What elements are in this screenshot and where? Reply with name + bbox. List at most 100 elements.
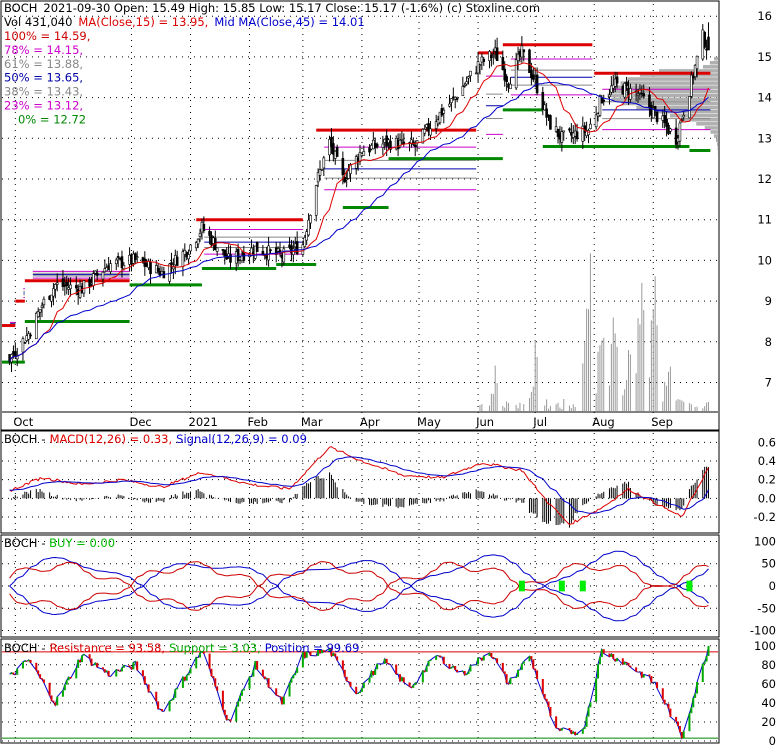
- y-tick-label: 14: [757, 91, 772, 105]
- x-tick-label: Jul: [532, 415, 547, 429]
- buy-ticker: BOCH: [4, 536, 37, 550]
- candle-body: [188, 255, 190, 259]
- y-tick-label: 9: [765, 294, 772, 308]
- buy-signal-marker: [559, 581, 565, 592]
- candle-body: [549, 115, 551, 129]
- candle-body: [75, 285, 77, 288]
- candle-body: [39, 310, 41, 313]
- candle-body: [22, 339, 24, 352]
- y-tick-label: -50: [757, 601, 776, 615]
- y-tick-label: 0: [769, 579, 776, 593]
- candle-body: [203, 224, 205, 230]
- candle-body: [216, 248, 218, 252]
- candle-body: [376, 144, 378, 147]
- candle-body: [561, 132, 563, 143]
- candle-body: [52, 289, 54, 297]
- fib-level-label: 100% = 14.59,: [4, 29, 90, 43]
- position-label: Position = 99.69: [265, 641, 360, 655]
- y-tick-label: 16: [757, 9, 772, 23]
- candle-body: [626, 82, 628, 86]
- fib-level-label: 0% = 12.72: [18, 112, 86, 126]
- candle-body: [296, 241, 298, 254]
- candle-body: [643, 94, 645, 97]
- x-tick-label: Aug: [592, 415, 614, 429]
- candle-body: [506, 76, 508, 81]
- candle-body: [469, 71, 471, 76]
- candle-body: [123, 265, 125, 269]
- x-tick-label: Apr: [360, 415, 380, 429]
- ma15-label: MA(Close,15) = 13.95,: [78, 15, 208, 29]
- candle-body: [669, 129, 671, 131]
- candle-body: [696, 56, 698, 69]
- candle-body: [197, 239, 199, 244]
- buy-signal-marker: [580, 581, 586, 592]
- candle-body: [363, 151, 365, 155]
- y-tick-label: 80: [761, 658, 776, 672]
- candle-body: [342, 158, 344, 175]
- candle-body: [150, 262, 152, 274]
- candle-body: [115, 260, 117, 264]
- candle-body: [528, 50, 530, 73]
- fib-level-label: 38% = 13.43,: [4, 85, 83, 99]
- candle-body: [468, 77, 470, 79]
- candle-body: [608, 95, 610, 97]
- volume-profile-bar: [628, 77, 718, 81]
- candle-body: [96, 273, 98, 275]
- candle-body: [616, 77, 618, 83]
- x-tick-label: Jun: [475, 415, 494, 429]
- macd-dash: -: [41, 432, 45, 446]
- candle-body: [679, 123, 681, 141]
- volume-profile-bar: [620, 81, 718, 85]
- candle-body: [707, 37, 709, 50]
- x-tick-label: May: [417, 415, 441, 429]
- y-tick-label: -100: [750, 624, 776, 638]
- candle-body: [268, 246, 270, 260]
- candle-body: [102, 272, 104, 279]
- candle-body: [637, 94, 639, 95]
- fib-level-label: 61% = 13.88,: [4, 57, 83, 71]
- candle-body: [492, 55, 494, 56]
- y-tick-label: 0.0: [758, 491, 776, 505]
- candle-body: [170, 263, 172, 265]
- candle-body: [270, 250, 272, 251]
- y-tick-label: 7: [765, 376, 772, 390]
- x-tick-label: 2021: [189, 415, 218, 429]
- macd-header: BOCH-MACD(12,26) = 0.33,Signal(12,26,9) …: [4, 432, 307, 446]
- y-tick-label: 0: [769, 734, 776, 745]
- y-tick-label: 8: [765, 335, 772, 349]
- rsp-dash: -: [41, 641, 45, 655]
- candle-body: [110, 264, 112, 272]
- buy-header: BOCH-BUY = 0.00: [4, 536, 115, 550]
- candle-body: [209, 231, 211, 235]
- candle-body: [315, 186, 317, 216]
- y-tick-label: 100: [754, 639, 776, 653]
- candle-body: [483, 59, 485, 61]
- candle-body: [496, 48, 498, 61]
- candle-body: [477, 62, 479, 73]
- candle-body: [589, 124, 591, 129]
- candle-body: [336, 147, 338, 156]
- y-tick-label: 15: [757, 50, 772, 64]
- candle-body: [656, 112, 658, 122]
- candle-body: [136, 257, 138, 258]
- candle-body: [443, 110, 445, 113]
- x-tick-label: Feb: [248, 415, 268, 429]
- buy-signal-marker: [519, 581, 525, 592]
- macd-label: MACD(12,26) = 0.33,: [50, 432, 173, 446]
- y-tick-label: 11: [757, 213, 772, 227]
- x-tick-label: Dec: [129, 415, 151, 429]
- candle-body: [321, 169, 323, 170]
- candle-body: [429, 129, 431, 135]
- y-tick-label: -0.2: [754, 510, 776, 524]
- candle-body: [576, 132, 578, 139]
- candle-body: [563, 131, 565, 132]
- candle-body: [346, 179, 348, 180]
- buy-panel-frame: [1, 535, 719, 637]
- header-quote: 2021-09-30 Open: 15.49 High: 15.85 Low: …: [43, 1, 540, 15]
- candle-body: [683, 115, 685, 117]
- candle-body: [414, 145, 416, 146]
- candle-body: [449, 104, 451, 106]
